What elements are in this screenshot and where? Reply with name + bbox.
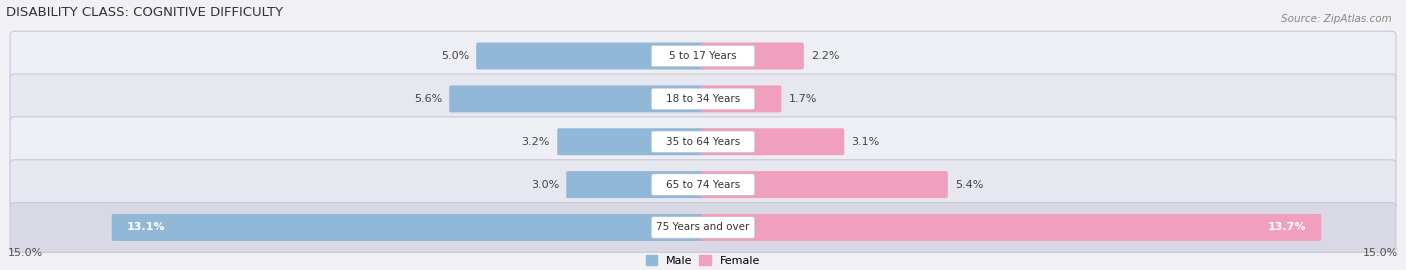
FancyBboxPatch shape [702,171,948,198]
FancyBboxPatch shape [111,214,704,241]
FancyBboxPatch shape [10,117,1396,167]
FancyBboxPatch shape [477,43,704,70]
Text: 2.2%: 2.2% [811,51,839,61]
FancyBboxPatch shape [651,131,755,153]
Text: 65 to 74 Years: 65 to 74 Years [666,180,740,190]
FancyBboxPatch shape [10,74,1396,124]
Text: 5.4%: 5.4% [955,180,983,190]
FancyBboxPatch shape [702,85,782,112]
FancyBboxPatch shape [450,85,704,112]
FancyBboxPatch shape [557,128,704,155]
Text: 3.2%: 3.2% [522,137,550,147]
FancyBboxPatch shape [702,43,804,70]
FancyBboxPatch shape [10,160,1396,210]
Text: 5.0%: 5.0% [440,51,470,61]
Text: 15.0%: 15.0% [8,248,44,258]
FancyBboxPatch shape [651,174,755,195]
FancyBboxPatch shape [702,214,1322,241]
Text: 5.6%: 5.6% [413,94,441,104]
Text: DISABILITY CLASS: COGNITIVE DIFFICULTY: DISABILITY CLASS: COGNITIVE DIFFICULTY [6,6,283,19]
Text: Source: ZipAtlas.com: Source: ZipAtlas.com [1281,14,1392,23]
Text: 15.0%: 15.0% [1362,248,1398,258]
FancyBboxPatch shape [10,31,1396,81]
Legend: Male, Female: Male, Female [647,255,759,266]
Text: 13.7%: 13.7% [1267,222,1306,232]
FancyBboxPatch shape [651,88,755,110]
FancyBboxPatch shape [702,128,844,155]
Text: 18 to 34 Years: 18 to 34 Years [666,94,740,104]
FancyBboxPatch shape [651,217,755,238]
Text: 35 to 64 Years: 35 to 64 Years [666,137,740,147]
Text: 13.1%: 13.1% [127,222,166,232]
Text: 5 to 17 Years: 5 to 17 Years [669,51,737,61]
Text: 3.1%: 3.1% [852,137,880,147]
FancyBboxPatch shape [567,171,704,198]
Text: 75 Years and over: 75 Years and over [657,222,749,232]
Text: 3.0%: 3.0% [530,180,560,190]
Text: 1.7%: 1.7% [789,94,817,104]
FancyBboxPatch shape [10,202,1396,252]
FancyBboxPatch shape [651,45,755,67]
